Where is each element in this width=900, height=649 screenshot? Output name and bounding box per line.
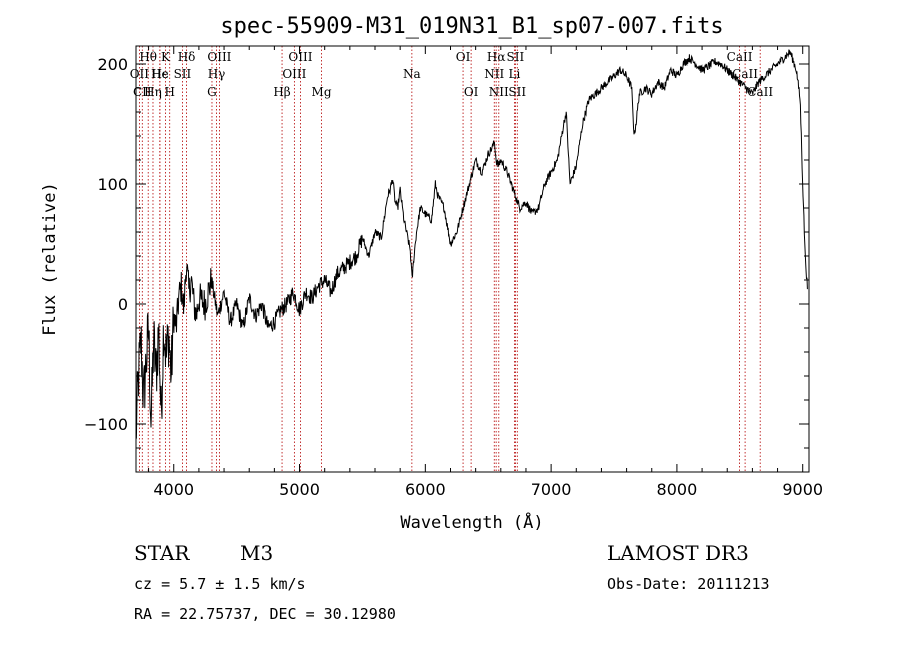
spectral-line-label: OII xyxy=(130,67,150,81)
spectral-line-label: H xyxy=(164,85,174,99)
spectral-line-label: Na xyxy=(403,67,421,81)
y-tick-label: −100 xyxy=(84,415,128,434)
spectral-line-label: CaII xyxy=(727,50,753,64)
object-class: STAR xyxy=(134,541,190,565)
spectral-line-label: Mg xyxy=(312,85,332,99)
plot-frame xyxy=(135,45,810,473)
spectral-line-label: K xyxy=(161,50,171,64)
observation-date: Obs-Date: 20111213 xyxy=(607,575,770,593)
spectral-line-label: OI xyxy=(456,50,471,64)
spectral-line-label: NII xyxy=(484,67,504,81)
spectral-line-label: He xyxy=(151,67,169,81)
spectral-line-label: SII xyxy=(174,67,192,81)
flux-series-line xyxy=(135,49,808,439)
spectral-line-label: NII xyxy=(489,85,509,99)
x-tick-label: 4000 xyxy=(153,480,194,499)
spectral-line-label: Hα xyxy=(487,50,506,64)
spectral-line-label: Hθ xyxy=(139,50,157,64)
y-axis-label: Flux (relative) xyxy=(40,182,60,336)
x-axis-label: Wavelength (Å) xyxy=(400,511,543,533)
spectral-line-markers xyxy=(138,46,761,472)
y-tick-label: 200 xyxy=(97,55,128,74)
spectral-line-label: Hη xyxy=(144,85,162,99)
spectral-line-label: Hγ xyxy=(208,67,226,81)
y-axis-ticks: −100 0 100 200 xyxy=(84,55,809,449)
y-tick-label: 0 xyxy=(118,295,128,314)
survey-name: LAMOST DR3 xyxy=(607,541,749,565)
coordinates-text: RA = 22.75737, DEC = 30.12980 xyxy=(134,605,396,623)
spectral-line-label: Hβ xyxy=(273,85,290,99)
x-tick-label: 8000 xyxy=(657,480,698,499)
chart-title: spec-55909-M31_019N31_B1_sp07-007.fits xyxy=(220,14,723,39)
spectral-line-label: OIII xyxy=(207,50,231,64)
y-tick-label: 100 xyxy=(97,175,128,194)
spectral-line-label: SII xyxy=(507,50,525,64)
object-subclass: M3 xyxy=(240,541,273,565)
spectral-line-label: OI xyxy=(464,85,479,99)
x-tick-label: 6000 xyxy=(405,480,446,499)
spectral-line-label: Li xyxy=(508,67,520,81)
spectral-line-label: G xyxy=(207,85,217,99)
x-tick-label: 7000 xyxy=(531,480,572,499)
spectral-line-label: Hε xyxy=(152,67,169,81)
spectral-line-label: CaII xyxy=(732,67,758,81)
spectral-line-label: SII xyxy=(508,85,526,99)
spectral-line-label: Hδ xyxy=(178,50,196,64)
x-tick-label: 5000 xyxy=(279,480,320,499)
redshift-text: cz = 5.7 ± 1.5 km/s xyxy=(134,575,306,593)
spectral-line-label: OIII xyxy=(282,67,306,81)
x-axis-ticks: 4000 5000 6000 7000 8000 9000 xyxy=(148,46,823,499)
x-tick-label: 9000 xyxy=(782,480,823,499)
spectral-line-label: OIII xyxy=(288,50,312,64)
